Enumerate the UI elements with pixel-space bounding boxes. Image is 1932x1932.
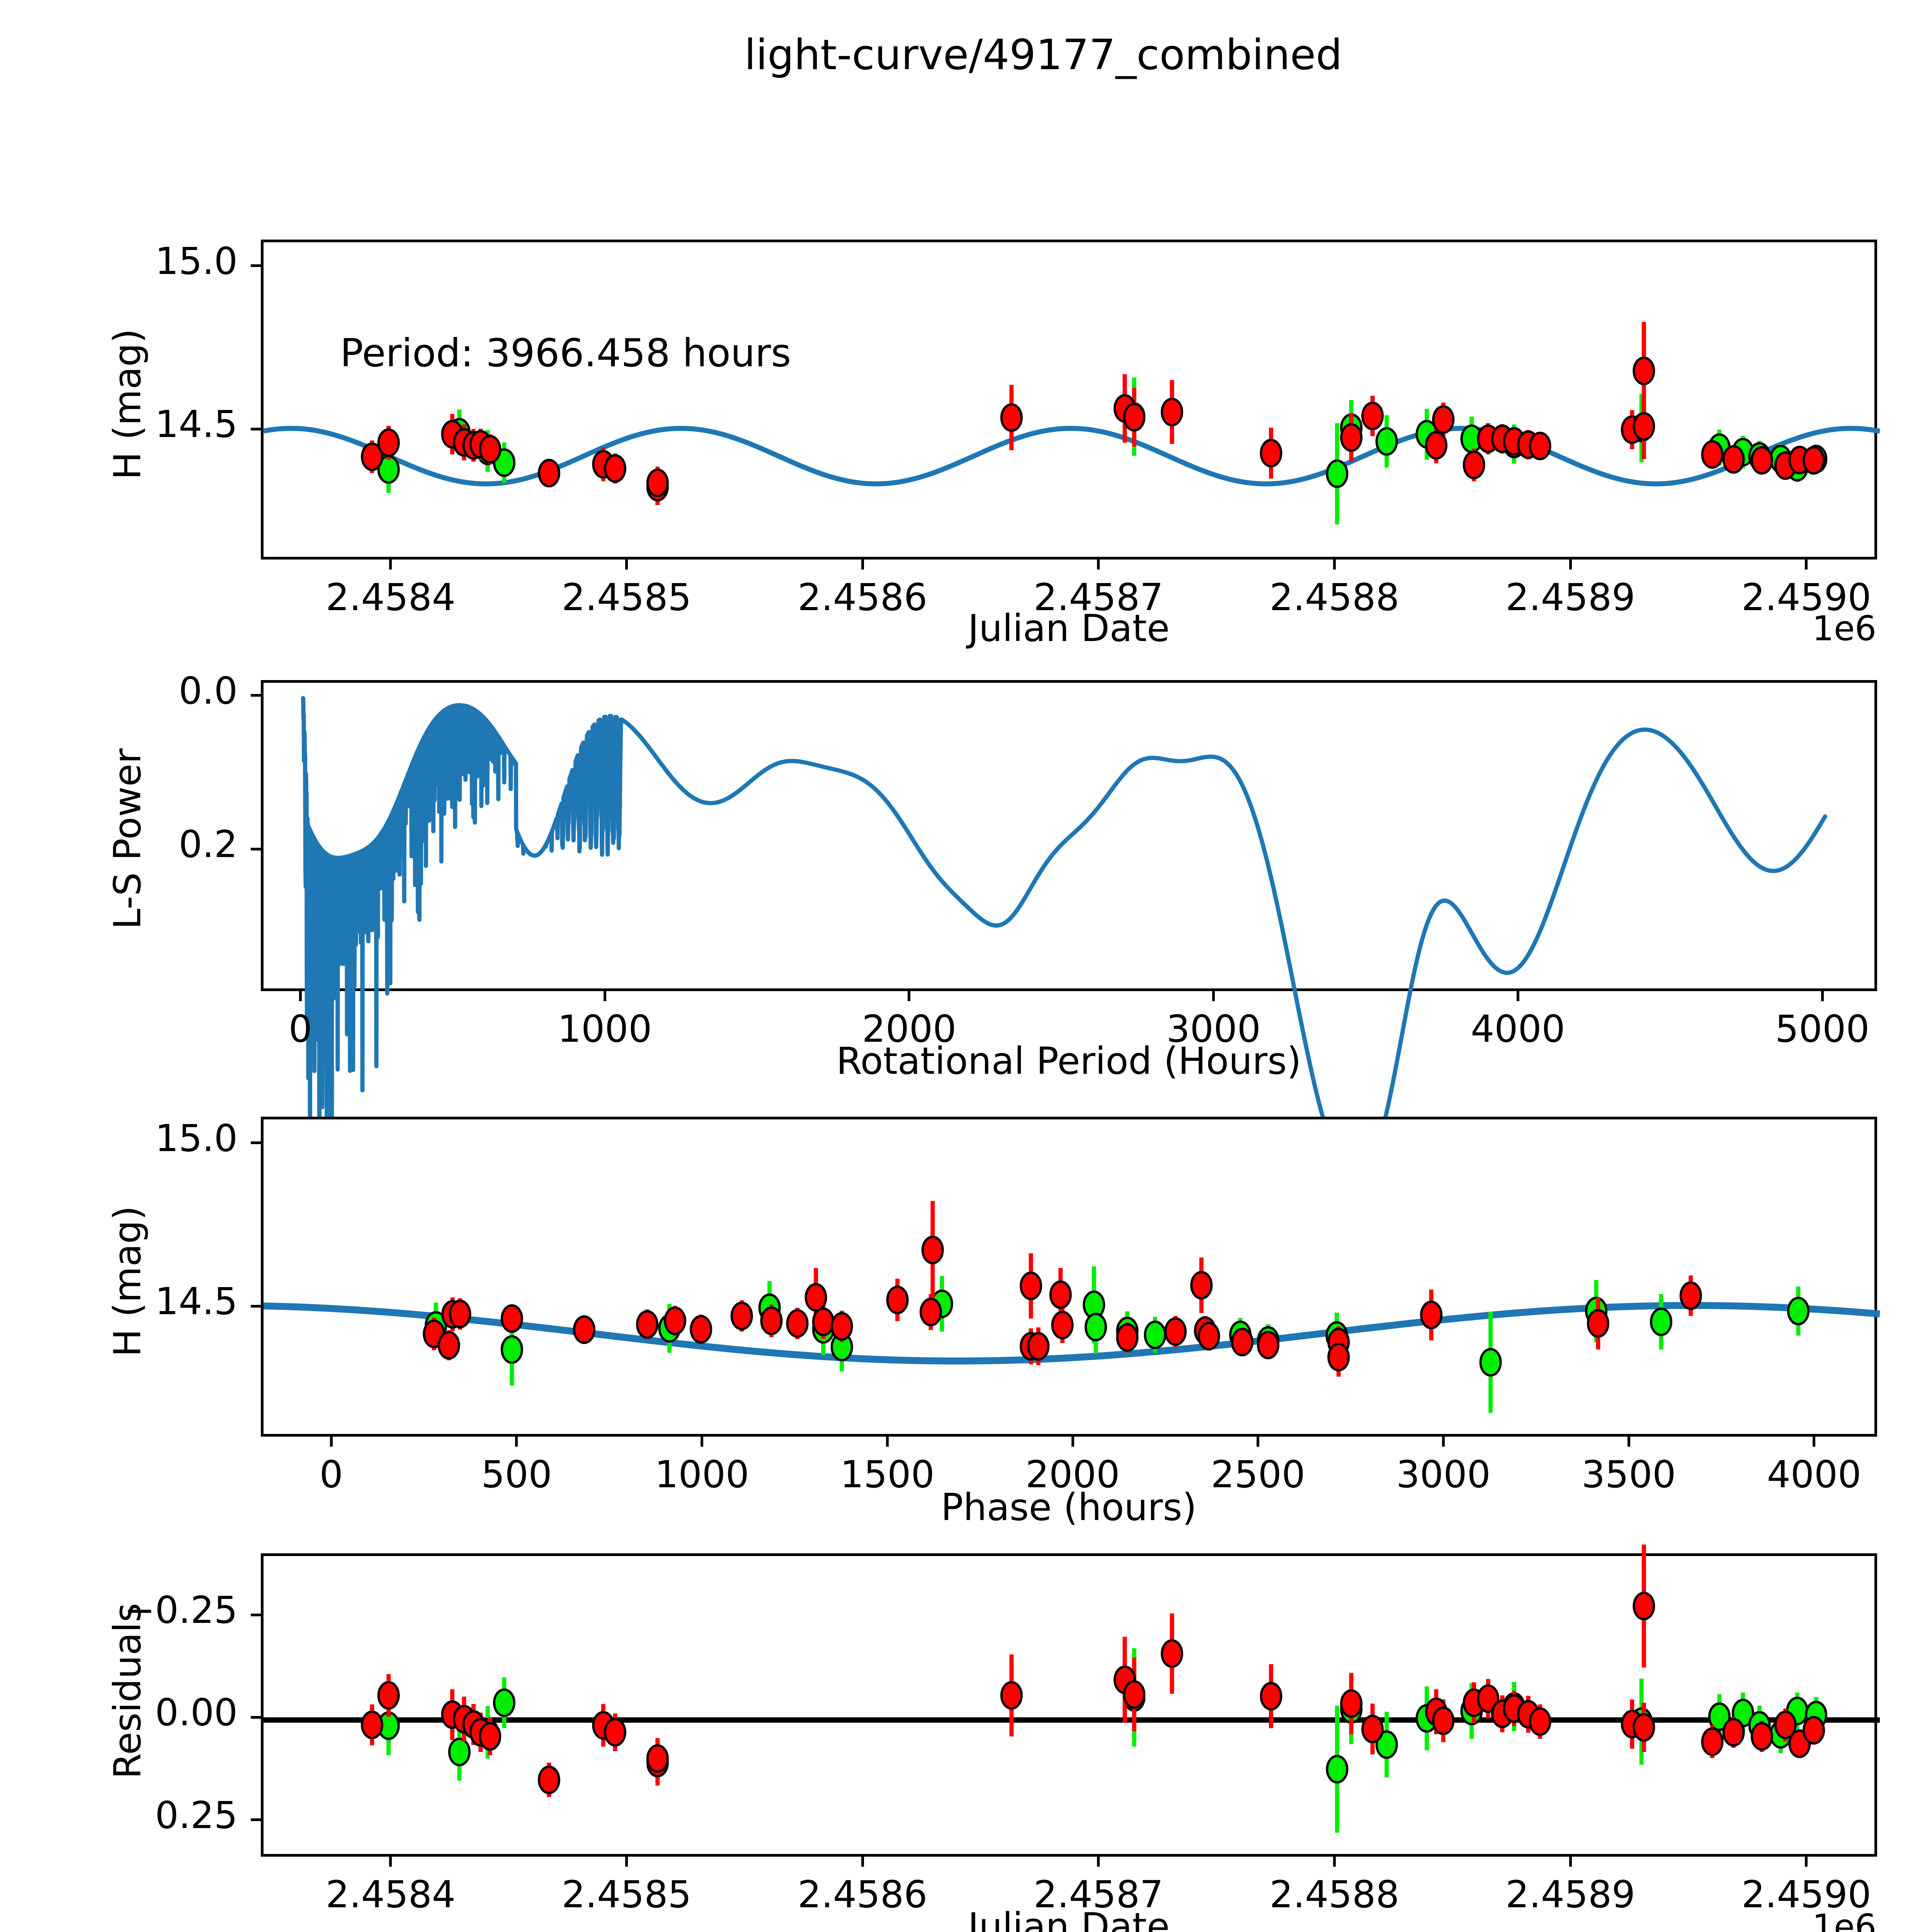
residuals-plot-area <box>264 1544 1880 1833</box>
light-curve-plot-area <box>263 322 1881 524</box>
y-tick-mark <box>251 1716 261 1719</box>
panel4-x-offset: 1e6 <box>1812 1907 1877 1932</box>
x-tick-mark <box>908 991 911 1001</box>
x-tick-mark <box>1333 1857 1336 1867</box>
y-tick-label: 14.5 <box>155 1280 238 1323</box>
y-tick-label: 0.0 <box>179 669 238 713</box>
x-tick-mark <box>1821 991 1824 1001</box>
x-tick-label: 500 <box>481 1453 552 1496</box>
x-tick-label: 2.4588 <box>1269 576 1400 619</box>
x-tick-mark <box>1569 560 1572 570</box>
x-tick-mark <box>861 560 864 570</box>
x-tick-label: 2500 <box>1211 1453 1305 1496</box>
x-tick-mark <box>1516 991 1519 1001</box>
panel-residuals <box>261 1544 1880 1857</box>
y-tick-mark <box>251 1141 261 1145</box>
x-tick-mark <box>625 560 628 570</box>
x-tick-mark <box>886 1437 889 1447</box>
x-tick-label: 1000 <box>655 1453 749 1496</box>
x-tick-mark <box>389 1857 392 1867</box>
periodogram-plot-area <box>301 696 1827 1251</box>
panel-periodogram <box>261 680 1877 1251</box>
panel3-xlabel: Phase (hours) <box>941 1486 1197 1529</box>
y-tick-label: 0.2 <box>179 823 238 866</box>
x-tick-label: 3500 <box>1582 1453 1676 1496</box>
panel1-x-offset: 1e6 <box>1812 609 1877 648</box>
x-tick-label: 4000 <box>1767 1453 1862 1496</box>
x-tick-label: 0 <box>319 1453 343 1496</box>
panel1-xlabel: Julian Date <box>968 607 1170 650</box>
x-tick-label: 4000 <box>1471 1007 1565 1051</box>
x-tick-label: 2.4585 <box>561 1873 692 1916</box>
y-tick-label: 14.5 <box>155 403 238 446</box>
x-tick-label: 1000 <box>558 1007 652 1051</box>
y-tick-mark <box>251 1818 261 1821</box>
x-tick-mark <box>1097 1857 1100 1867</box>
y-tick-label: 15.0 <box>155 1116 238 1160</box>
x-tick-label: 2000 <box>862 1007 957 1051</box>
x-tick-mark <box>330 1437 333 1447</box>
x-tick-label: 2.4590 <box>1741 576 1871 619</box>
x-tick-label: 2000 <box>1025 1453 1120 1496</box>
y-tick-label: −0.25 <box>124 1588 238 1632</box>
x-tick-mark <box>603 991 606 1001</box>
y-tick-label: 0.00 <box>155 1691 238 1735</box>
x-tick-label: 2.4587 <box>1033 1873 1163 1916</box>
y-tick-mark <box>251 427 261 430</box>
x-tick-label: 3000 <box>1166 1007 1261 1051</box>
y-tick-label: 0.25 <box>155 1793 238 1837</box>
x-tick-mark <box>1212 991 1215 1001</box>
x-tick-mark <box>1442 1437 1445 1447</box>
panel2-xlabel: Rotational Period (Hours) <box>836 1039 1301 1083</box>
x-tick-label: 3000 <box>1396 1453 1491 1496</box>
x-tick-mark <box>1333 560 1336 570</box>
x-tick-mark <box>389 560 392 570</box>
x-tick-label: 2.4584 <box>325 576 456 619</box>
y-tick-label: 15.0 <box>155 239 238 283</box>
x-tick-label: 2.4589 <box>1505 1873 1636 1916</box>
x-tick-mark <box>299 991 302 1001</box>
y-tick-mark <box>251 1304 261 1308</box>
x-tick-label: 2.4587 <box>1033 576 1163 619</box>
x-tick-label: 1500 <box>840 1453 935 1496</box>
x-tick-label: 2.4586 <box>798 1873 928 1916</box>
x-tick-mark <box>1071 1437 1074 1447</box>
period-annotation: Period: 3966.458 hours <box>340 330 791 376</box>
panel4-xlabel: Julian Date <box>968 1905 1170 1932</box>
y-tick-mark <box>251 847 261 850</box>
x-tick-label: 2.4589 <box>1505 576 1636 619</box>
panel-light-curve <box>261 240 1881 560</box>
x-tick-label: 5000 <box>1775 1007 1870 1051</box>
x-tick-mark <box>1097 560 1100 570</box>
x-tick-mark <box>1805 1857 1808 1867</box>
x-tick-mark <box>861 1857 864 1867</box>
y-tick-mark <box>251 264 261 267</box>
x-tick-label: 2.4586 <box>798 576 928 619</box>
x-tick-mark <box>1257 1437 1260 1447</box>
x-tick-mark <box>701 1437 704 1447</box>
x-tick-mark <box>1569 1857 1572 1867</box>
panel-phase-folded <box>261 1117 1881 1437</box>
x-tick-label: 2.4588 <box>1269 1873 1400 1916</box>
x-tick-mark <box>1805 560 1808 570</box>
y-tick-mark <box>251 694 261 697</box>
phase-folded-plot-area <box>263 1201 1881 1413</box>
x-tick-label: 2.4585 <box>561 576 692 619</box>
figure-title: light-curve/49177_combined <box>744 31 1342 79</box>
x-tick-mark <box>625 1857 628 1867</box>
x-tick-label: 2.4590 <box>1741 1873 1871 1916</box>
x-tick-mark <box>1627 1437 1630 1447</box>
y-tick-mark <box>251 1613 261 1616</box>
x-tick-label: 2.4584 <box>325 1873 456 1916</box>
x-tick-label: 0 <box>288 1007 312 1051</box>
x-tick-mark <box>515 1437 518 1447</box>
x-tick-mark <box>1813 1437 1816 1447</box>
